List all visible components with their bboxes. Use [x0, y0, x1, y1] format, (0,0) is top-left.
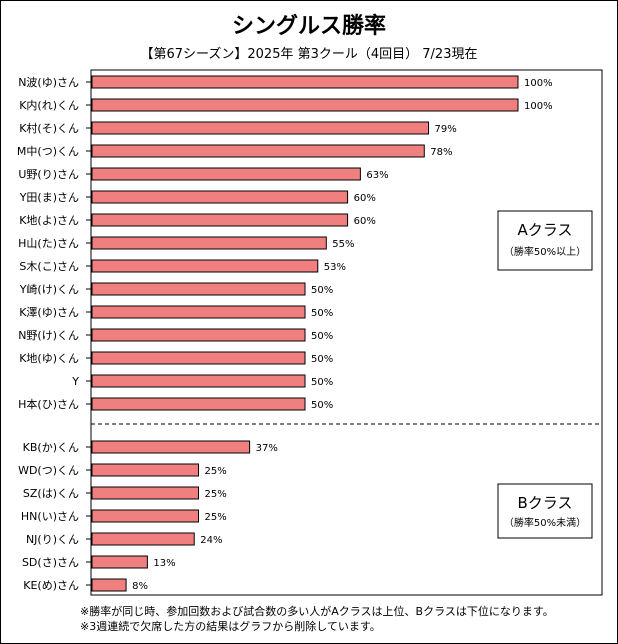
data-label: 100% — [524, 101, 553, 112]
bar — [91, 282, 306, 296]
bar — [91, 144, 425, 158]
class-sublabel: （勝率50%未満） — [504, 516, 586, 529]
data-label: 50% — [311, 285, 333, 296]
bar — [91, 509, 199, 523]
category-label: H本(ひ)さん — [18, 397, 79, 411]
category-label: KB(か)くん — [23, 441, 79, 454]
category-label: WD(つ)くん — [18, 464, 79, 477]
bar — [91, 351, 306, 365]
bar — [91, 75, 519, 89]
bar — [91, 167, 361, 181]
bar — [91, 374, 306, 388]
bar — [91, 98, 519, 112]
data-label: 25% — [205, 512, 227, 523]
bar — [91, 213, 349, 227]
plot-area — [90, 69, 603, 596]
data-label: 50% — [311, 377, 333, 388]
data-label: 8% — [132, 581, 148, 592]
bar — [91, 328, 306, 342]
data-label: 50% — [311, 331, 333, 342]
chart-subtitle: 【第67シーズン】2025年 第3クール（4回目） 7/23現在 — [140, 47, 478, 62]
bar — [91, 532, 195, 546]
category-label: Y — [71, 375, 79, 388]
bar — [91, 236, 327, 250]
category-label: N波(ゆ)さん — [18, 76, 79, 89]
footnote-1: ※勝率が同じ時、参加回数および試合数の多い人がAクラスは上位、Bクラスは下位にな… — [80, 605, 554, 618]
data-label: 50% — [311, 308, 333, 319]
category-label: U野(り)さん — [18, 168, 79, 181]
class-sublabel: （勝率50%以上） — [504, 245, 586, 258]
category-label: NJ(り)くん — [26, 533, 79, 546]
category-label: SZ(は)くん — [23, 487, 79, 500]
data-label: 55% — [332, 239, 354, 250]
category-label: KE(め)さん — [23, 579, 79, 592]
data-label: 78% — [430, 147, 452, 158]
data-label: 63% — [366, 170, 388, 181]
category-label: N野(け)くん — [18, 329, 79, 342]
data-label: 53% — [324, 262, 346, 273]
bar — [91, 190, 349, 204]
data-label: 50% — [311, 400, 333, 411]
category-label: S木(こ)さん — [19, 260, 79, 273]
category-label: K内(れ)くん — [19, 98, 79, 112]
data-label: 50% — [311, 354, 333, 365]
bar — [91, 305, 306, 319]
bar — [91, 578, 127, 592]
category-label: Y田(ま)さん — [19, 191, 79, 204]
class-label: Bクラス — [518, 494, 573, 512]
class-legend-box — [497, 210, 593, 271]
bar — [91, 555, 148, 569]
bar — [91, 486, 199, 500]
data-label: 24% — [200, 535, 222, 546]
category-label: K村(そ)くん — [19, 121, 79, 135]
category-label: K地(よ)さん — [19, 214, 79, 227]
chart-title: シングルス勝率 — [231, 14, 386, 39]
bar — [91, 440, 251, 454]
data-label: 37% — [256, 443, 278, 454]
category-label: K澤(ゆ)さん — [19, 306, 79, 319]
bar — [91, 463, 199, 477]
category-label: K地(ゆ)くん — [19, 352, 79, 365]
footnote-2: ※3週連続で欠席した方の結果はグラフから削除しています。 — [80, 620, 381, 633]
data-label: 25% — [205, 489, 227, 500]
bar — [91, 397, 306, 411]
data-label: 25% — [205, 466, 227, 477]
bar — [91, 259, 319, 273]
class-label: Aクラス — [518, 221, 573, 239]
bar — [91, 121, 430, 135]
category-label: H山(た)さん — [18, 237, 79, 250]
category-label: Y崎(け)くん — [19, 282, 79, 296]
data-label: 60% — [354, 193, 376, 204]
data-label: 100% — [524, 78, 553, 89]
category-label: SD(さ)さん — [22, 556, 79, 569]
data-label: 79% — [435, 124, 457, 135]
category-label: M中(つ)くん — [17, 145, 79, 158]
data-label: 13% — [153, 558, 175, 569]
class-legend-box — [497, 483, 593, 539]
data-label: 60% — [354, 216, 376, 227]
category-label: HN(い)さん — [21, 510, 79, 523]
